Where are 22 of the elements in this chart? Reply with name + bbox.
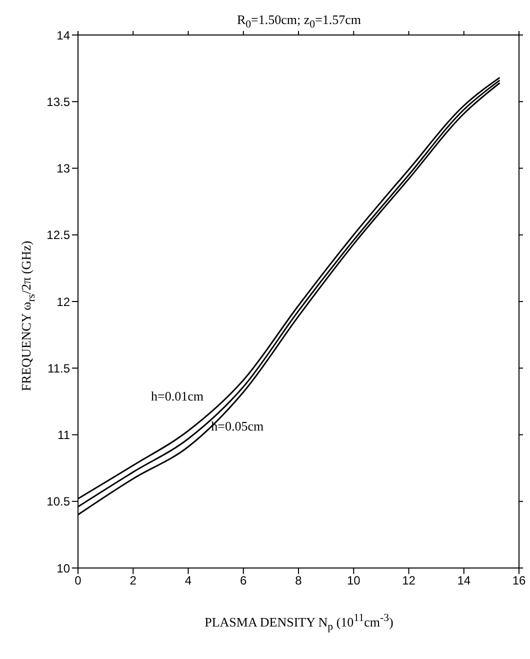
x-tick-label: 4	[184, 574, 192, 588]
x-tick-label: 14	[457, 574, 471, 588]
y-tick-label: 12.5	[46, 228, 70, 242]
chart-title: R$_{0}$=1.50cm; z$_{0}$=1.57cm	[236, 12, 362, 31]
y-tick-label: 11	[58, 428, 70, 442]
x-tick-label: 10	[346, 574, 361, 588]
y-tick-label: 14	[56, 28, 70, 42]
y-tick-label: 13	[56, 162, 70, 176]
series-label: h=0.05cm	[211, 418, 264, 434]
x-tick-label: 0	[74, 574, 82, 588]
y-tick-label: 10	[56, 561, 70, 576]
x-tick-label: 12	[402, 574, 416, 588]
x-tick-label: 6	[240, 574, 248, 588]
series-label: h=0.01cm	[151, 388, 204, 404]
x-tick-label: 8	[295, 574, 302, 588]
x-tick-label: 16	[512, 574, 526, 588]
y-tick-label: 11.5	[48, 361, 70, 376]
x-tick-label: 2	[130, 574, 137, 588]
y-tick-label: 13.5	[46, 94, 70, 109]
y-tick-label: 12	[56, 294, 70, 309]
x-axis-title: PLASMA DENSITY N$_{p}$ (10$^{11}$cm$^{-3}$)	[204, 612, 394, 633]
y-tick-label: 10.5	[46, 494, 70, 509]
